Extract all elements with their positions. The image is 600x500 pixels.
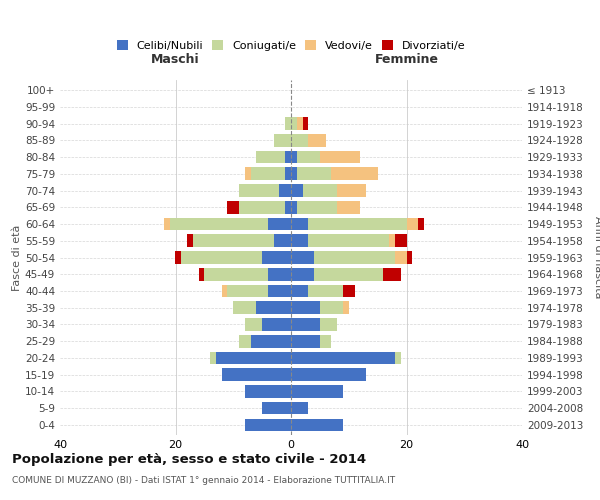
Bar	[251, 168, 285, 180]
Bar	[268, 284, 291, 298]
Bar	[302, 118, 308, 130]
Bar	[175, 251, 181, 264]
Bar	[239, 184, 280, 197]
Bar	[383, 268, 401, 280]
Bar	[268, 268, 291, 280]
Bar	[239, 201, 285, 213]
Bar	[395, 352, 401, 364]
Bar	[256, 150, 285, 164]
Bar	[320, 318, 337, 331]
Bar	[239, 335, 251, 347]
Bar	[320, 335, 331, 347]
Bar	[291, 402, 308, 414]
Y-axis label: Anni di nascita: Anni di nascita	[593, 216, 600, 298]
Bar	[205, 268, 268, 280]
Bar	[285, 150, 291, 164]
Bar	[331, 168, 377, 180]
Text: Femmine: Femmine	[374, 53, 439, 66]
Text: Popolazione per età, sesso e stato civile - 2014: Popolazione per età, sesso e stato civil…	[12, 452, 366, 466]
Bar	[291, 368, 366, 381]
Bar	[291, 352, 395, 364]
Bar	[170, 218, 268, 230]
Bar	[291, 118, 297, 130]
Bar	[291, 201, 297, 213]
Bar	[291, 134, 308, 146]
Bar	[233, 302, 256, 314]
Bar	[407, 218, 418, 230]
Bar	[280, 184, 291, 197]
Bar	[291, 184, 302, 197]
Bar	[343, 284, 355, 298]
Bar	[262, 318, 291, 331]
Bar	[308, 218, 407, 230]
Bar	[308, 284, 343, 298]
Bar	[222, 368, 291, 381]
Bar	[222, 284, 227, 298]
Bar	[274, 134, 291, 146]
Bar	[262, 251, 291, 264]
Bar	[268, 218, 291, 230]
Bar	[297, 118, 302, 130]
Bar	[291, 234, 308, 247]
Bar	[285, 118, 291, 130]
Bar	[418, 218, 424, 230]
Bar	[297, 168, 331, 180]
Bar	[395, 234, 407, 247]
Bar	[291, 318, 320, 331]
Bar	[291, 168, 297, 180]
Bar	[297, 201, 337, 213]
Bar	[291, 418, 343, 431]
Bar	[395, 251, 407, 264]
Bar	[320, 302, 343, 314]
Bar	[262, 402, 291, 414]
Bar	[245, 385, 291, 398]
Bar	[291, 335, 320, 347]
Bar	[320, 150, 360, 164]
Bar	[164, 218, 170, 230]
Bar	[227, 284, 268, 298]
Bar	[308, 234, 389, 247]
Text: COMUNE DI MUZZANO (BI) - Dati ISTAT 1° gennaio 2014 - Elaborazione TUTTITALIA.IT: COMUNE DI MUZZANO (BI) - Dati ISTAT 1° g…	[12, 476, 395, 485]
Bar	[187, 234, 193, 247]
Bar	[245, 168, 251, 180]
Bar	[285, 168, 291, 180]
Bar	[256, 302, 291, 314]
Bar	[291, 218, 308, 230]
Bar	[199, 268, 205, 280]
Bar	[210, 352, 216, 364]
Y-axis label: Fasce di età: Fasce di età	[12, 224, 22, 290]
Bar	[389, 234, 395, 247]
Bar	[291, 284, 308, 298]
Bar	[274, 234, 291, 247]
Bar	[291, 302, 320, 314]
Bar	[216, 352, 291, 364]
Bar	[291, 385, 343, 398]
Bar	[302, 184, 337, 197]
Bar	[308, 134, 326, 146]
Bar	[337, 184, 366, 197]
Bar	[245, 318, 262, 331]
Bar	[314, 251, 395, 264]
Bar	[251, 335, 291, 347]
Bar	[193, 234, 274, 247]
Bar	[291, 150, 297, 164]
Bar	[227, 201, 239, 213]
Bar	[291, 268, 314, 280]
Text: Maschi: Maschi	[151, 53, 200, 66]
Bar	[285, 201, 291, 213]
Bar	[297, 150, 320, 164]
Bar	[337, 201, 360, 213]
Bar	[407, 251, 412, 264]
Bar	[314, 268, 383, 280]
Bar	[291, 251, 314, 264]
Bar	[343, 302, 349, 314]
Bar	[245, 418, 291, 431]
Legend: Celibi/Nubili, Coniugati/e, Vedovi/e, Divorziati/e: Celibi/Nubili, Coniugati/e, Vedovi/e, Di…	[112, 36, 470, 55]
Bar	[181, 251, 262, 264]
